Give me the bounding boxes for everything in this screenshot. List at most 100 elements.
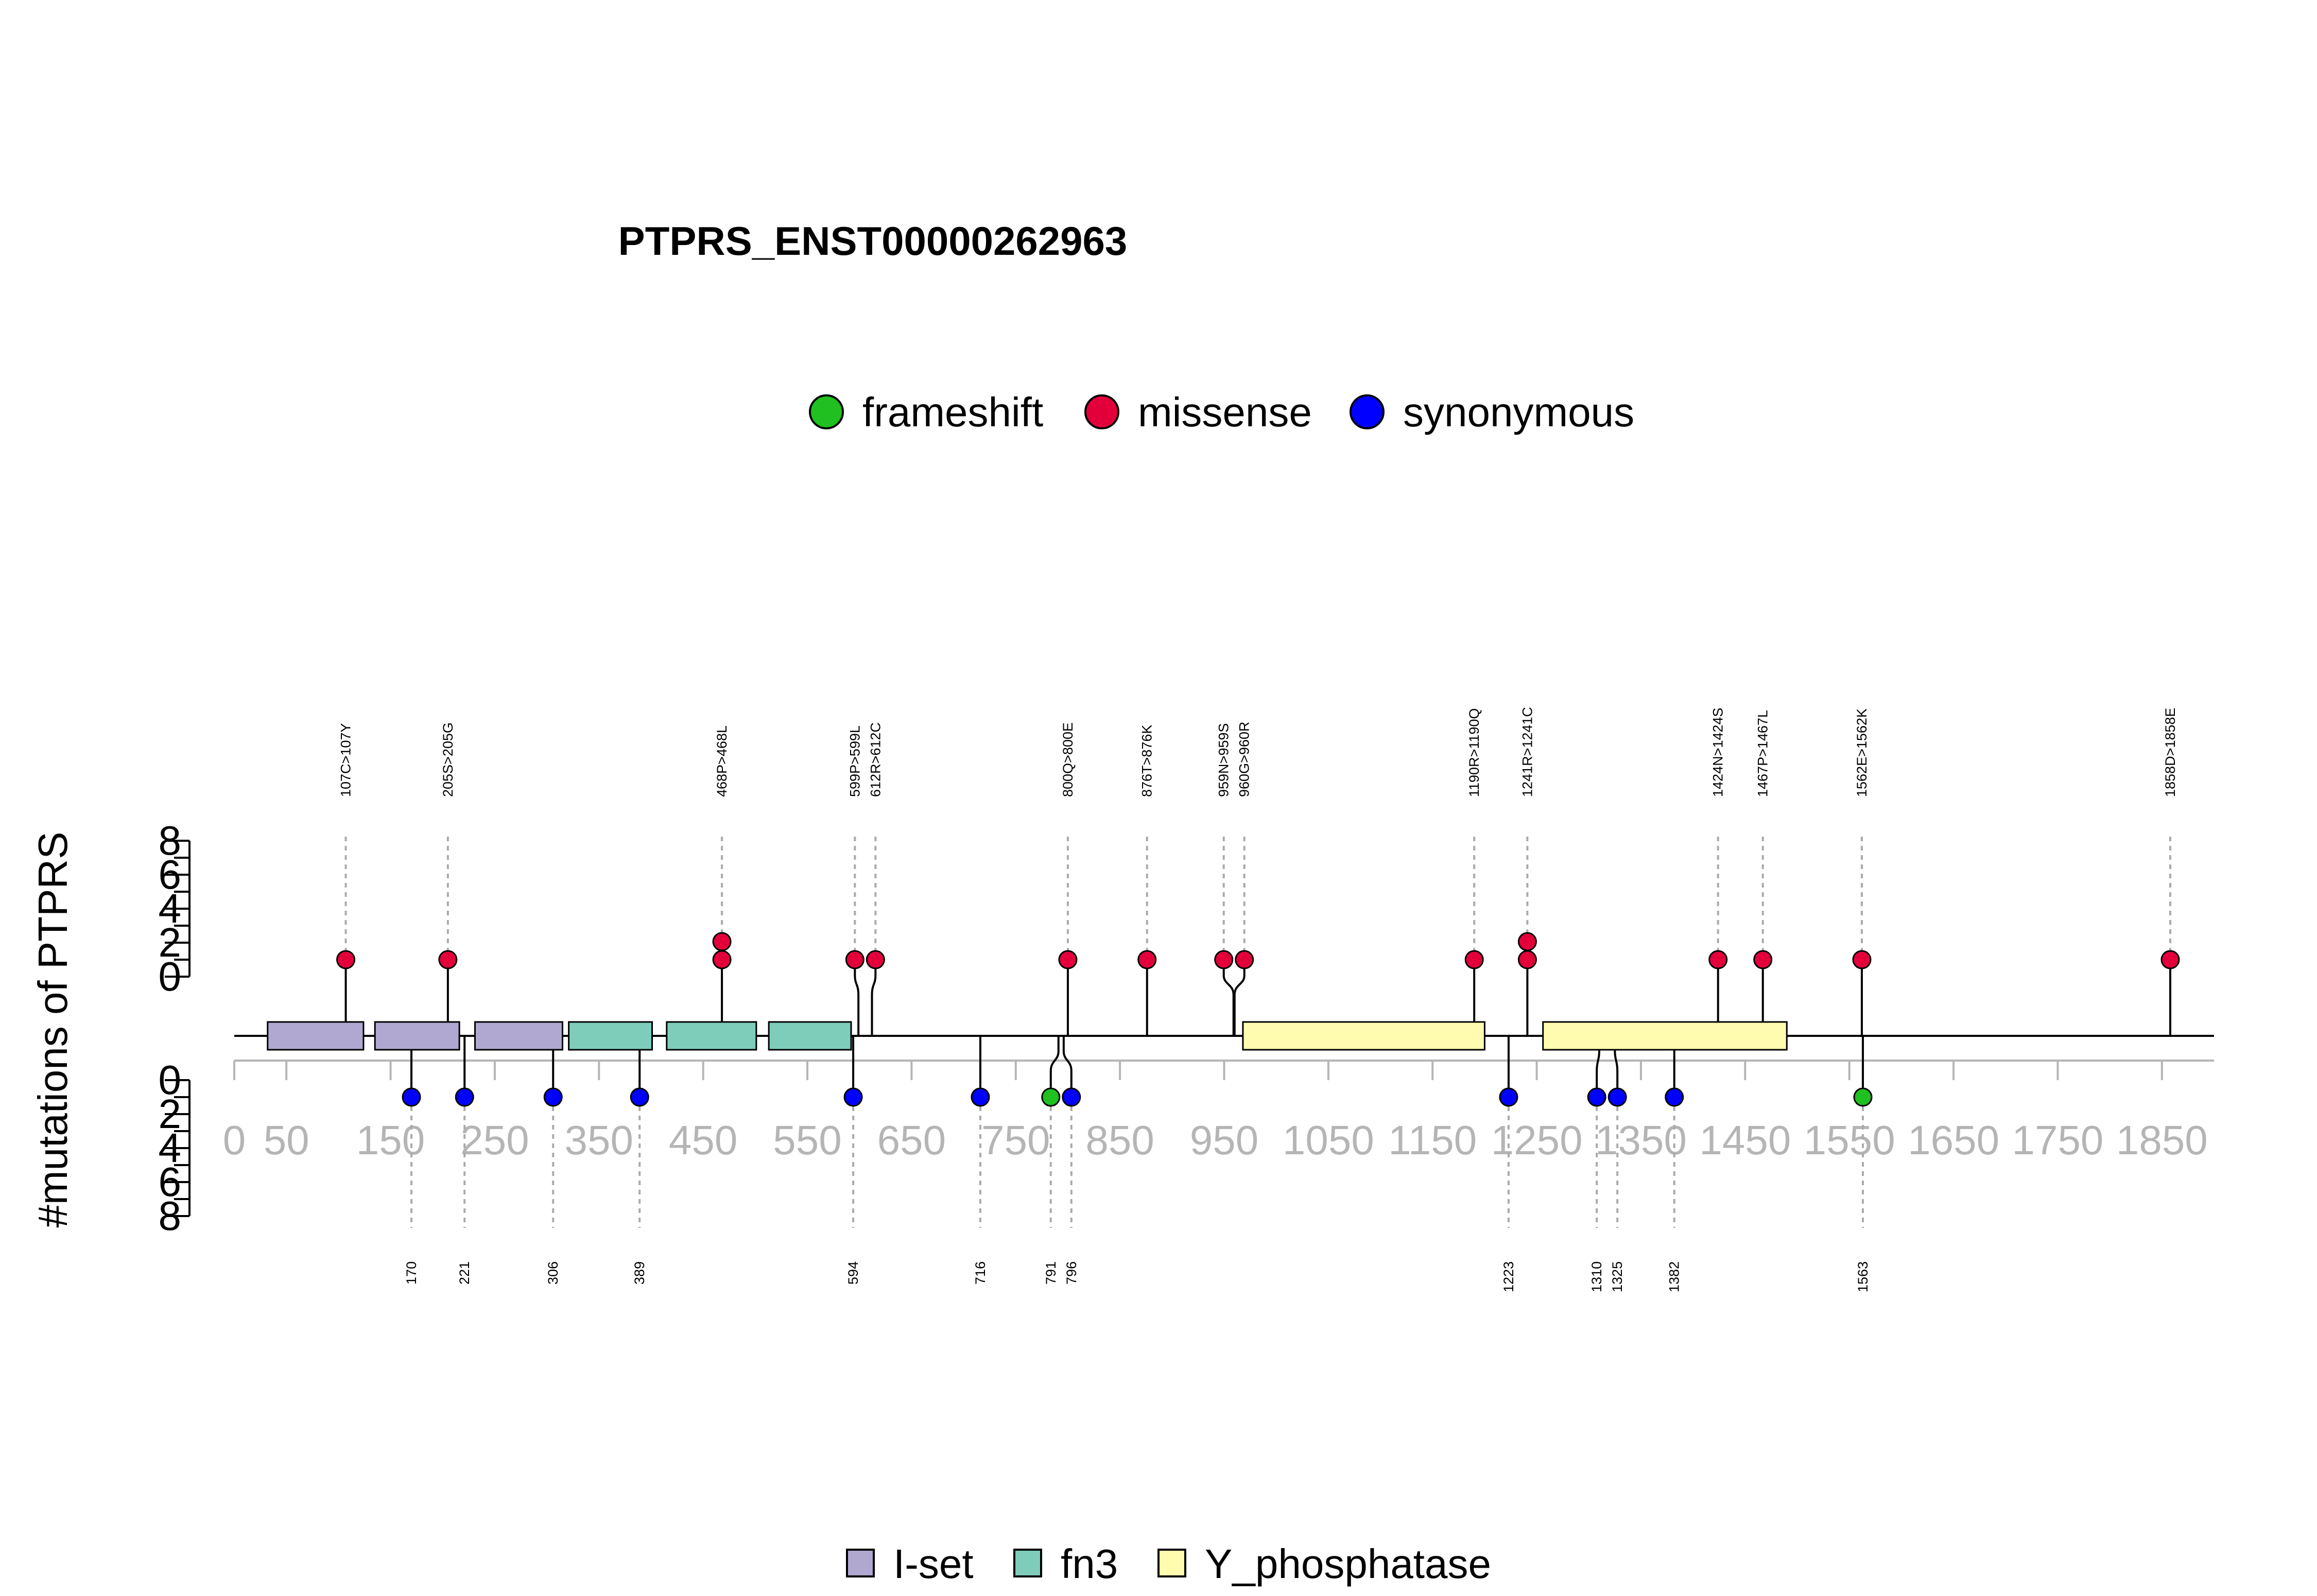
mutation-point-missense	[336, 950, 356, 969]
mutation-label: 1223	[1501, 1261, 1516, 1292]
mutation-point-synonymous	[1607, 1087, 1627, 1107]
lollipop-stem	[1614, 1036, 1619, 1097]
lollipop-stem	[1062, 1036, 1073, 1097]
y-tick-label: 8	[159, 1193, 182, 1239]
legend-label: frameshift	[862, 389, 1043, 435]
x-tick-label: 750	[981, 1117, 1050, 1163]
mutation-label: 306	[545, 1261, 561, 1285]
mutation-point-synonymous	[1587, 1087, 1606, 1107]
x-tick-label: 1350	[1595, 1117, 1687, 1163]
mutation-point-missense	[1517, 950, 1537, 969]
mutation-labels: 107C>107Y 205S>205G 468P>468L 599P>599L 612R…	[338, 707, 2178, 1292]
mutation-point-missense	[1235, 950, 1254, 969]
mutation-label: 594	[845, 1261, 861, 1285]
legend-top: frameshift missense synonymous	[809, 389, 1634, 435]
x-tick-label: 950	[1190, 1117, 1258, 1163]
mutation-label: 1424N>1424S	[1710, 708, 1726, 797]
domain-i-set-2	[474, 1021, 563, 1051]
y-tick-label: 4	[159, 1125, 182, 1171]
mutation-point-synonymous	[543, 1087, 563, 1107]
mutation-point-missense	[845, 950, 864, 969]
mutation-label: 1310	[1589, 1261, 1604, 1292]
mutation-point-frameshift	[1853, 1087, 1873, 1107]
mutation-point-synonymous	[1665, 1087, 1684, 1107]
x-tick-label: 1650	[1908, 1117, 1999, 1163]
legend-marker-frameshift	[809, 394, 844, 429]
legend-marker-missense	[1084, 394, 1119, 429]
protein-domains	[267, 1021, 1788, 1051]
x-axis: 0 50 150 250 350 450 550 650 750 850 950 1050 1150 12…	[223, 1060, 2214, 1163]
domain-i-set-1	[374, 1021, 460, 1051]
chart-title: PTPRS_ENST00000262963	[618, 218, 1128, 264]
mutation-label: 107C>107Y	[338, 723, 354, 797]
y-tick-label: 8	[159, 818, 182, 863]
domain-fn3-5	[768, 1021, 852, 1051]
x-tick-label: 50	[264, 1117, 309, 1163]
domain-fn3-3	[568, 1021, 653, 1051]
domain-fn3-4	[666, 1021, 757, 1051]
x-tick-label: 550	[773, 1117, 841, 1163]
mutation-point-synonymous	[402, 1087, 421, 1107]
lollipop-stem	[871, 960, 877, 1036]
x-tick-label: 650	[877, 1117, 946, 1163]
legend-label: synonymous	[1403, 389, 1634, 435]
mutation-point-synonymous	[971, 1087, 990, 1107]
mutation-label: 599P>599L	[847, 725, 862, 797]
y-tick-label: 4	[159, 886, 182, 931]
legend-label: missense	[1138, 389, 1312, 435]
mutation-label: 1467P>1467L	[1755, 710, 1771, 797]
x-tick-label: 150	[356, 1117, 425, 1163]
legend-swatch-y_phosphatase	[1157, 1549, 1186, 1577]
y-tick-label: 2	[159, 1091, 182, 1137]
legend-bottom: I-set fn3 Y_phosphatase	[846, 1541, 1491, 1587]
x-tick-label: 1550	[1804, 1117, 1895, 1163]
domain-y_phosphatase-7	[1542, 1021, 1788, 1051]
mutation-label: 468P>468L	[714, 725, 730, 797]
domain-y_phosphatase-6	[1242, 1021, 1485, 1051]
y-tick-label: 6	[159, 1159, 182, 1205]
mutation-label: 791	[1043, 1261, 1059, 1285]
legend-label: fn3	[1061, 1541, 1118, 1587]
y-axis-label: #mutations of PTPRS	[30, 831, 76, 1227]
mutation-label: 960G>960R	[1237, 722, 1252, 797]
mutation-label: 1190R>1190Q	[1466, 708, 1482, 797]
mutation-point-missense	[1137, 950, 1157, 969]
mutation-point-missense	[1214, 950, 1234, 969]
legend-marker-synonymous	[1350, 394, 1385, 429]
mutation-label: 612R>612C	[868, 722, 883, 797]
mutation-label: 716	[973, 1261, 988, 1285]
mutation-point-missense	[1753, 950, 1773, 969]
mutation-label: 876T>876K	[1139, 725, 1155, 797]
legend-swatch-i-set	[846, 1549, 875, 1577]
mutation-label: 800Q>800E	[1060, 722, 1076, 797]
x-tick-label: 1450	[1699, 1117, 1791, 1163]
mutation-point-missense	[866, 950, 885, 969]
mutation-point-frameshift	[1041, 1087, 1061, 1107]
mutation-label: 1858D>1858E	[2163, 708, 2178, 797]
x-tick-label: 1250	[1491, 1117, 1583, 1163]
y-tick-label: 0	[159, 1057, 182, 1103]
y-tick-label: 6	[159, 852, 182, 897]
lollipop-stem	[1233, 960, 1246, 1036]
mutation-point-missense	[2160, 950, 2180, 969]
mutation-point-missense	[438, 950, 458, 969]
mutation-point-missense	[1708, 950, 1728, 969]
legend-swatch-fn3	[1013, 1549, 1042, 1577]
mutation-point-synonymous	[1499, 1087, 1518, 1107]
mutation-point-missense	[1517, 932, 1537, 951]
mutation-point-synonymous	[455, 1087, 474, 1107]
mutation-point-missense	[1852, 950, 1872, 969]
mutation-label: 1325	[1610, 1261, 1625, 1292]
lollipop-stem	[1222, 960, 1235, 1036]
x-tick-label: 1750	[2012, 1117, 2103, 1163]
mutation-label: 170	[404, 1261, 419, 1285]
lollipop-stem	[1596, 1036, 1601, 1097]
mutation-points	[336, 932, 2180, 1107]
mutation-point-missense	[1058, 950, 1078, 969]
mutation-label: 1563	[1855, 1261, 1871, 1292]
x-tick-label: 250	[460, 1117, 529, 1163]
mutation-label: 959N>959S	[1216, 723, 1232, 797]
lollipop-stem	[1049, 1036, 1060, 1097]
x-tick-label: 350	[565, 1117, 633, 1163]
